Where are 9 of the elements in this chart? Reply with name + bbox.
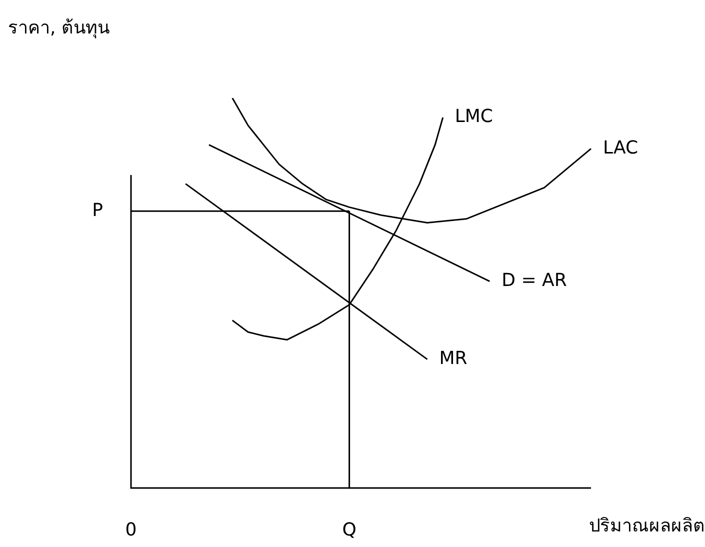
series-label: MR [439,348,468,369]
series-label: D = AR [502,270,567,291]
series-label: LMC [454,106,494,128]
x-tick-label: Q [342,520,356,541]
series-label: LAC [603,137,638,158]
x-axis-title: ปริมาณผลผลิต [589,516,705,537]
ref-line-label: P [92,200,104,221]
y-axis-title: ราคา, ต้นทุน [8,18,110,39]
x-tick-label: 0 [125,520,137,541]
